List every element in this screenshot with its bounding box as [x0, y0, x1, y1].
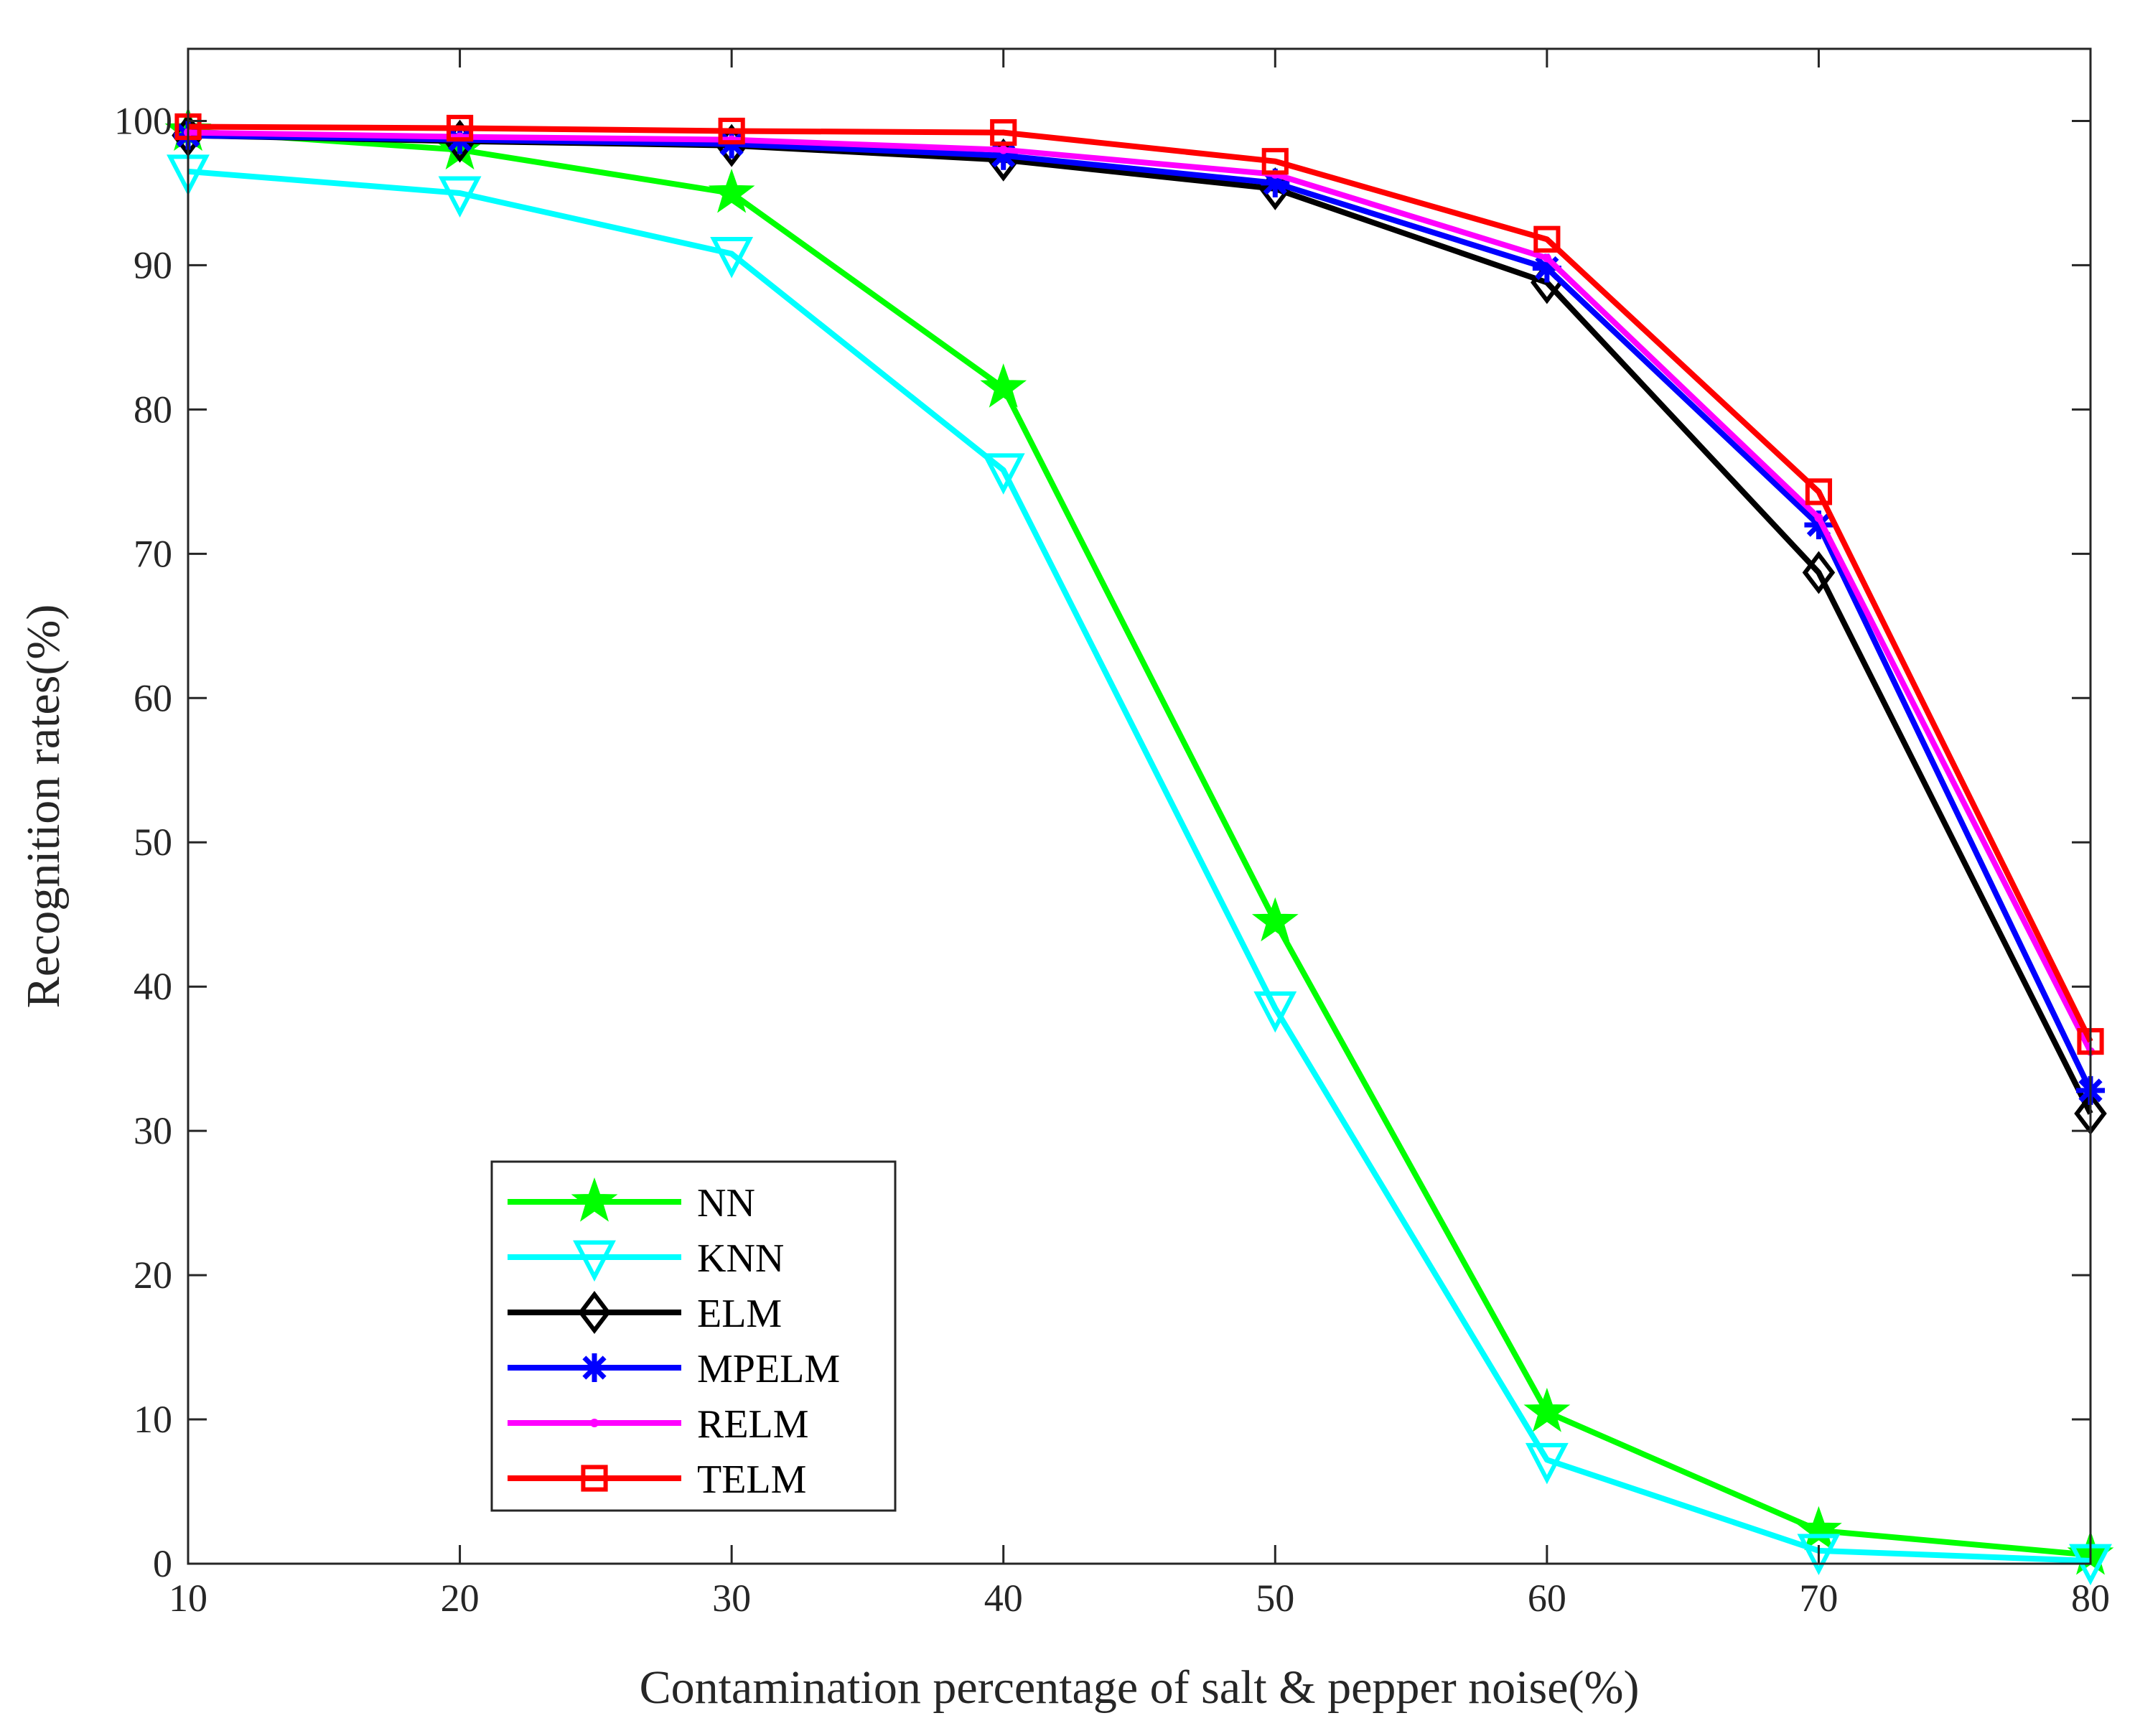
x-tick-label: 20	[441, 1577, 480, 1620]
data-point-elm	[1802, 551, 1836, 594]
data-point-nn	[1523, 1387, 1571, 1432]
data-point-telm	[1805, 478, 1833, 505]
data-point-nn	[1795, 1506, 1842, 1551]
legend-marker	[590, 1419, 599, 1427]
x-tick-label: 80	[2071, 1577, 2110, 1620]
y-tick-label: 60	[134, 676, 172, 719]
data-point-relm	[1542, 253, 1551, 263]
legend-label: KNN	[697, 1236, 784, 1281]
x-tick-label: 50	[1256, 1577, 1294, 1620]
data-point-telm	[718, 117, 745, 145]
data-point-telm	[1261, 148, 1289, 175]
y-tick-label: 40	[134, 965, 172, 1008]
data-point-nn	[980, 363, 1027, 408]
legend-label: TELM	[697, 1457, 806, 1502]
x-tick-label: 10	[169, 1577, 207, 1620]
data-point-relm	[999, 145, 1008, 154]
legend-label: MPELM	[697, 1347, 840, 1391]
legend-label: NN	[697, 1181, 755, 1226]
data-point-telm	[1533, 225, 1561, 253]
legend-marker	[578, 1291, 611, 1334]
y-tick-label: 100	[114, 99, 172, 142]
x-tick-label: 70	[1799, 1577, 1838, 1620]
legend-marker	[571, 1177, 618, 1222]
legend-item-relm: RELM	[508, 1402, 809, 1447]
legend-label: RELM	[697, 1402, 809, 1447]
y-tick-label: 90	[134, 243, 172, 286]
data-point-nn	[1251, 897, 1299, 942]
x-tick-label: 60	[1528, 1577, 1566, 1620]
axes-frame	[187, 47, 2092, 1565]
legend-marker	[581, 1465, 608, 1492]
y-tick-label: 30	[134, 1109, 172, 1152]
legend-item-telm: TELM	[508, 1457, 806, 1502]
data-point-telm	[990, 118, 1017, 146]
data-point-nn	[708, 168, 755, 213]
y-axis-title: Recognition rates(%)	[17, 605, 70, 1009]
series-line-nn	[187, 128, 2091, 1558]
y-tick-label: 10	[134, 1398, 172, 1441]
x-axis-title: Contamination percentage of salt & peppe…	[640, 1661, 1640, 1714]
y-tick-label: 0	[153, 1542, 172, 1585]
data-point-knn	[1525, 1442, 1569, 1485]
legend-item-nn: NN	[508, 1177, 755, 1226]
x-tick-label: 30	[712, 1577, 751, 1620]
data-point-knn	[981, 453, 1025, 495]
y-tick-label: 50	[134, 821, 172, 864]
data-point-knn	[710, 236, 754, 279]
data-point-knn	[1253, 991, 1297, 1033]
axes: Contamination percentage of salt & peppe…	[17, 47, 2110, 1714]
legend-box	[490, 1160, 897, 1512]
x-tick-label: 40	[984, 1577, 1023, 1620]
legend-item-mpelm: MPELM	[508, 1347, 840, 1391]
series-line-telm	[187, 123, 2093, 1043]
series-line-knn	[187, 168, 2091, 1564]
y-tick-label: 70	[134, 532, 172, 575]
data-point-telm	[446, 114, 474, 142]
legend-item-knn: KNN	[508, 1236, 784, 1282]
series-line-relm	[187, 129, 2093, 1053]
legend-item-elm: ELM	[508, 1291, 782, 1336]
series-line-mpelm	[187, 132, 2093, 1092]
y-tick-label: 20	[134, 1254, 172, 1297]
legend: NN KNN ELM MPELM RELM TELM	[490, 1160, 897, 1512]
legend-marker	[580, 1353, 609, 1382]
data-point-relm	[1814, 513, 1823, 523]
legend-label: ELM	[697, 1292, 782, 1336]
data-point-knn	[438, 176, 482, 218]
y-tick-label: 80	[134, 388, 172, 431]
legend-marker	[573, 1240, 616, 1282]
data-point-knn	[1797, 1534, 1841, 1576]
plot-area	[164, 106, 2114, 1586]
